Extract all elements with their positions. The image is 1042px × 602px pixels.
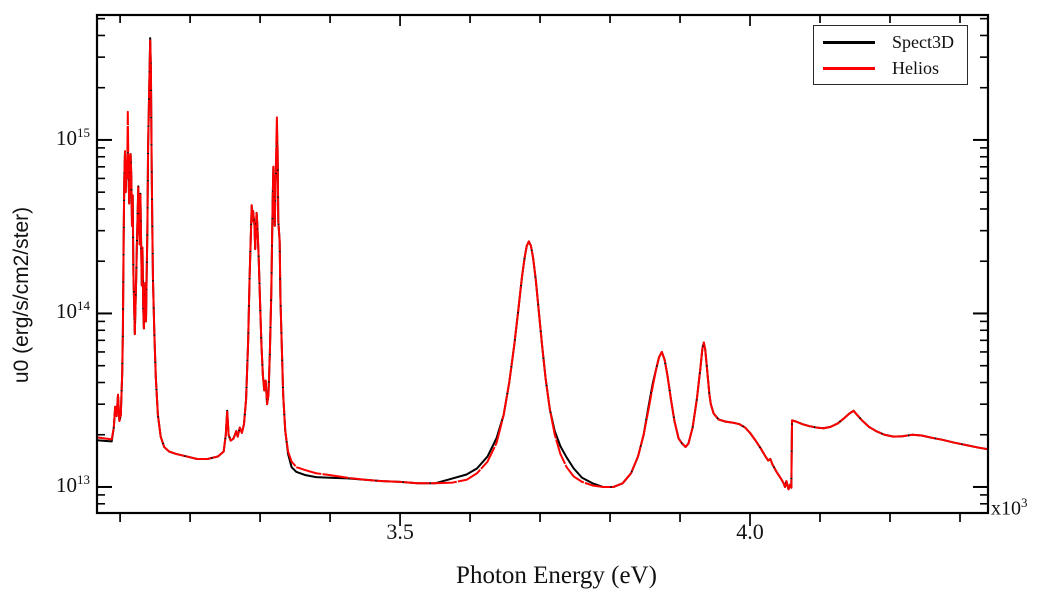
y-tick-label: 1015 [56,124,90,150]
x-axis-multiplier: x103 [991,495,1028,521]
x-tick-label: 3.5 [386,519,414,544]
x-axis-multiplier-base: x10 [991,497,1021,520]
series-spect3d [97,37,988,491]
legend: Spect3D Helios [813,25,968,85]
legend-item-spect3d: Spect3D [814,29,967,55]
legend-label-spect3d: Spect3D [892,31,954,52]
x-tick-label: 4.0 [736,519,764,544]
legend-line-sample-spect3d [823,40,875,44]
legend-line-sample-helios [823,66,875,70]
legend-item-helios: Helios [814,55,967,81]
y-axis-label: u0 (erg/s/cm2/ster) [10,206,33,384]
series-helios [97,39,988,491]
y-tick-label: 1013 [56,471,90,497]
legend-label-helios: Helios [892,57,939,78]
x-axis-label: Photon Energy (eV) [456,562,657,589]
y-tick-label: 1014 [56,298,90,324]
x-axis-multiplier-exponent: 3 [1021,495,1028,510]
